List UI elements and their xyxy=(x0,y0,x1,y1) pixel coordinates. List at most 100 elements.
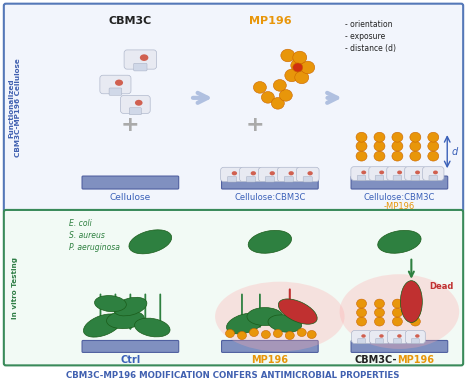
Text: P. aeruginosa: P. aeruginosa xyxy=(69,243,120,252)
Text: - orientation: - orientation xyxy=(345,20,392,29)
FancyBboxPatch shape xyxy=(375,339,383,344)
FancyBboxPatch shape xyxy=(369,330,389,344)
FancyBboxPatch shape xyxy=(352,330,372,344)
FancyBboxPatch shape xyxy=(405,167,426,180)
Text: - exposure: - exposure xyxy=(345,32,385,41)
Ellipse shape xyxy=(307,330,316,339)
Ellipse shape xyxy=(357,308,367,317)
FancyBboxPatch shape xyxy=(4,4,463,212)
Ellipse shape xyxy=(374,151,385,161)
Ellipse shape xyxy=(392,141,403,151)
Ellipse shape xyxy=(307,171,313,175)
Ellipse shape xyxy=(410,132,421,142)
Ellipse shape xyxy=(248,230,291,253)
Ellipse shape xyxy=(356,132,367,142)
Text: CBM3C: CBM3C xyxy=(109,16,152,25)
FancyBboxPatch shape xyxy=(429,175,438,181)
Text: Cellulose: Cellulose xyxy=(110,193,151,202)
Text: MP196: MP196 xyxy=(397,356,434,366)
Ellipse shape xyxy=(291,59,305,72)
Ellipse shape xyxy=(356,151,367,161)
FancyBboxPatch shape xyxy=(259,167,281,182)
Text: d: d xyxy=(451,147,458,157)
FancyBboxPatch shape xyxy=(297,167,319,182)
Ellipse shape xyxy=(262,91,274,103)
Ellipse shape xyxy=(357,299,367,308)
FancyBboxPatch shape xyxy=(388,330,407,344)
FancyBboxPatch shape xyxy=(134,63,147,71)
Ellipse shape xyxy=(415,171,420,174)
FancyBboxPatch shape xyxy=(129,108,142,115)
Ellipse shape xyxy=(410,299,420,308)
FancyBboxPatch shape xyxy=(240,167,262,182)
Ellipse shape xyxy=(297,328,306,337)
Ellipse shape xyxy=(400,281,422,323)
Ellipse shape xyxy=(215,282,345,351)
Ellipse shape xyxy=(295,71,309,84)
Ellipse shape xyxy=(273,330,283,337)
Ellipse shape xyxy=(392,132,403,142)
Ellipse shape xyxy=(251,171,256,175)
Ellipse shape xyxy=(392,151,403,161)
FancyBboxPatch shape xyxy=(284,176,293,182)
Text: +: + xyxy=(246,115,264,135)
FancyBboxPatch shape xyxy=(120,96,150,113)
Ellipse shape xyxy=(278,299,317,324)
Ellipse shape xyxy=(273,80,286,91)
Ellipse shape xyxy=(289,171,294,175)
Ellipse shape xyxy=(135,100,142,106)
Text: Cellulose:CBM3C: Cellulose:CBM3C xyxy=(234,193,305,202)
Ellipse shape xyxy=(428,151,439,161)
FancyBboxPatch shape xyxy=(357,175,366,181)
Ellipse shape xyxy=(375,308,384,317)
Ellipse shape xyxy=(226,330,234,337)
Text: CBM3C-: CBM3C- xyxy=(355,356,397,366)
Ellipse shape xyxy=(397,171,402,174)
FancyBboxPatch shape xyxy=(4,210,463,366)
Ellipse shape xyxy=(301,61,315,74)
FancyBboxPatch shape xyxy=(303,176,312,182)
Ellipse shape xyxy=(129,230,172,254)
Ellipse shape xyxy=(232,171,237,175)
Ellipse shape xyxy=(226,313,263,334)
Ellipse shape xyxy=(285,69,299,82)
FancyBboxPatch shape xyxy=(411,175,420,181)
Text: MP196: MP196 xyxy=(251,356,288,366)
FancyBboxPatch shape xyxy=(220,167,243,182)
Ellipse shape xyxy=(428,141,439,151)
Ellipse shape xyxy=(374,132,385,142)
Text: Ctrl: Ctrl xyxy=(120,356,141,366)
Text: In vitro Testing: In vitro Testing xyxy=(12,257,18,319)
FancyBboxPatch shape xyxy=(351,176,448,189)
Text: MP196: MP196 xyxy=(248,16,291,25)
FancyBboxPatch shape xyxy=(411,339,419,344)
Ellipse shape xyxy=(285,332,294,340)
Text: - distance (d): - distance (d) xyxy=(345,44,396,52)
FancyBboxPatch shape xyxy=(393,175,402,181)
Ellipse shape xyxy=(94,296,127,312)
Ellipse shape xyxy=(293,63,303,72)
Ellipse shape xyxy=(361,171,366,174)
FancyBboxPatch shape xyxy=(393,339,402,344)
Ellipse shape xyxy=(279,90,292,101)
Ellipse shape xyxy=(415,334,419,338)
Ellipse shape xyxy=(375,299,384,308)
FancyBboxPatch shape xyxy=(351,167,372,180)
Ellipse shape xyxy=(433,171,438,174)
Ellipse shape xyxy=(375,317,384,326)
Ellipse shape xyxy=(410,308,420,317)
Ellipse shape xyxy=(379,334,384,338)
Ellipse shape xyxy=(357,317,367,326)
Ellipse shape xyxy=(114,297,147,316)
Ellipse shape xyxy=(254,81,266,93)
Text: +: + xyxy=(121,115,140,135)
Ellipse shape xyxy=(410,151,421,161)
Ellipse shape xyxy=(356,141,367,151)
FancyBboxPatch shape xyxy=(247,176,255,182)
Text: Dead: Dead xyxy=(429,282,453,291)
FancyBboxPatch shape xyxy=(277,167,300,182)
FancyBboxPatch shape xyxy=(221,340,318,352)
FancyBboxPatch shape xyxy=(82,176,179,189)
Ellipse shape xyxy=(269,171,275,175)
Ellipse shape xyxy=(134,318,170,337)
